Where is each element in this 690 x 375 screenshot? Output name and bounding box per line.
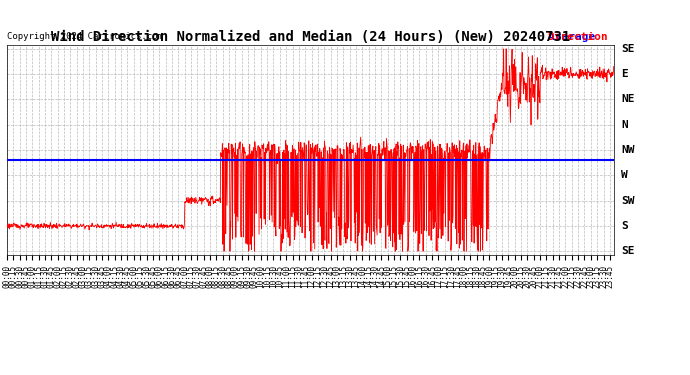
Text: Copyright 2024 Cartronics.com: Copyright 2024 Cartronics.com xyxy=(7,32,163,41)
Text: E: E xyxy=(621,69,628,79)
Text: SE: SE xyxy=(621,44,635,54)
Text: N: N xyxy=(621,120,628,130)
Text: S: S xyxy=(621,221,628,231)
Text: W: W xyxy=(621,170,628,180)
Title: Wind Direction Normalized and Median (24 Hours) (New) 20240731: Wind Direction Normalized and Median (24… xyxy=(51,30,570,44)
Text: NW: NW xyxy=(621,145,635,155)
Text: Direction: Direction xyxy=(547,32,608,42)
Text: Average: Average xyxy=(548,32,602,42)
Text: SE: SE xyxy=(621,246,635,256)
Text: SW: SW xyxy=(621,196,635,206)
Text: NE: NE xyxy=(621,94,635,104)
